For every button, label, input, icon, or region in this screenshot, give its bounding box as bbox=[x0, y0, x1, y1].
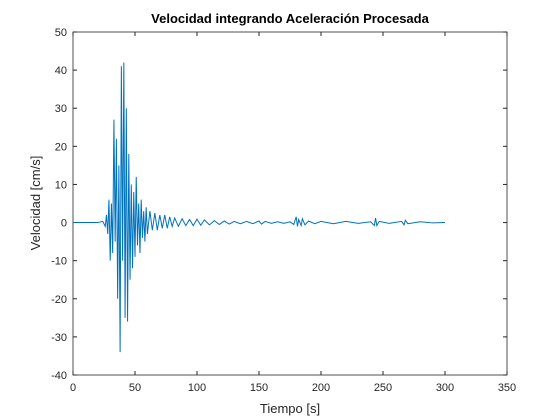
x-tick-label: 300 bbox=[436, 382, 454, 394]
x-tick-label: 50 bbox=[129, 382, 141, 394]
y-tick-label: -40 bbox=[51, 370, 67, 382]
y-tick-label: 0 bbox=[61, 218, 67, 230]
x-tick-label: 150 bbox=[250, 382, 268, 394]
y-tick-label: 30 bbox=[55, 103, 67, 115]
x-tick-label: 250 bbox=[374, 382, 392, 394]
y-axis-label: Velocidad [cm/s] bbox=[28, 156, 43, 251]
y-tick-label: -30 bbox=[51, 332, 67, 344]
y-tick-label: 40 bbox=[55, 65, 67, 77]
x-tick-label: 0 bbox=[70, 382, 76, 394]
plot-area bbox=[72, 31, 508, 376]
x-axis-label: Tiempo [s] bbox=[260, 401, 320, 416]
chart-title: Velocidad integrando Aceleración Procesa… bbox=[151, 11, 429, 26]
y-tick-label: 50 bbox=[55, 27, 67, 39]
y-tick-label: 20 bbox=[55, 141, 67, 153]
y-tick-label: 10 bbox=[55, 179, 67, 191]
x-tick-label: 100 bbox=[188, 382, 206, 394]
x-tick-label: 200 bbox=[312, 382, 330, 394]
data-line bbox=[73, 62, 446, 353]
y-tick-label: -10 bbox=[51, 256, 67, 268]
x-tick-label: 350 bbox=[498, 382, 516, 394]
y-tick-label: -20 bbox=[51, 294, 67, 306]
